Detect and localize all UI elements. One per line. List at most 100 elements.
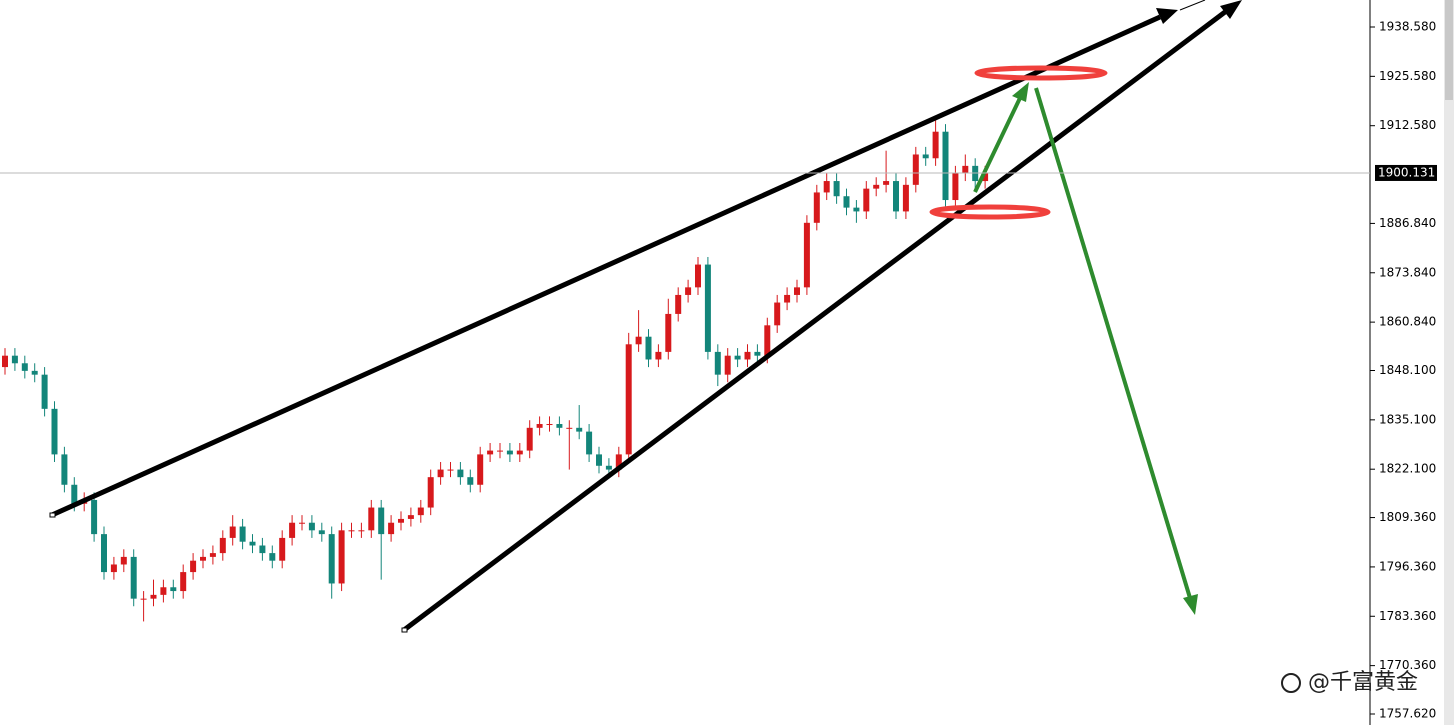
candle-body bbox=[101, 534, 107, 573]
candle-body bbox=[734, 355, 741, 360]
candle-body bbox=[41, 374, 48, 409]
candle-body bbox=[912, 154, 919, 185]
candle-body bbox=[160, 587, 167, 595]
candle-body bbox=[447, 469, 454, 471]
candle-body bbox=[516, 450, 523, 455]
arrow-head bbox=[1156, 8, 1178, 24]
last-price-label: 1900.131 bbox=[1378, 165, 1435, 179]
candle-body bbox=[61, 454, 68, 485]
y-tick-label: 1886.840 bbox=[1379, 216, 1436, 230]
candle-body bbox=[338, 530, 345, 584]
upper-trend-line bbox=[50, 14, 1162, 518]
candle-body bbox=[813, 192, 820, 223]
candle-body bbox=[457, 469, 464, 478]
candle-body bbox=[932, 131, 939, 159]
candle-body bbox=[31, 370, 38, 375]
candle-body bbox=[2, 355, 8, 368]
candle-body bbox=[853, 207, 860, 212]
y-tick-label: 1822.100 bbox=[1379, 462, 1436, 476]
candle-body bbox=[536, 424, 543, 428]
highlight-ellipse bbox=[974, 65, 1108, 81]
candle-body bbox=[358, 530, 365, 532]
scrollbar-thumb bbox=[1445, 0, 1453, 100]
candle-body bbox=[467, 477, 474, 485]
y-tick-label: 1912.580 bbox=[1379, 118, 1436, 132]
candle-body bbox=[140, 598, 147, 600]
watermark-icon bbox=[1281, 673, 1301, 693]
candle-body bbox=[843, 196, 850, 208]
candle-body bbox=[863, 188, 870, 212]
candle-body bbox=[873, 184, 880, 189]
candle-body bbox=[308, 522, 315, 531]
y-tick-label: 1783.360 bbox=[1379, 609, 1436, 623]
candle-body bbox=[209, 553, 216, 557]
candle-body bbox=[764, 325, 771, 356]
candle-body bbox=[11, 355, 18, 364]
last-price-box bbox=[1375, 164, 1437, 181]
candle-body bbox=[596, 454, 602, 466]
arrow-head bbox=[1220, 0, 1242, 19]
candle-body bbox=[269, 553, 276, 561]
candle-body bbox=[279, 537, 286, 561]
candle-body bbox=[625, 344, 632, 455]
candle-body bbox=[427, 477, 434, 508]
candle-body bbox=[754, 351, 761, 356]
candle-body bbox=[635, 336, 642, 345]
candle-body bbox=[774, 302, 781, 326]
y-tick-label: 1938.580 bbox=[1379, 19, 1436, 33]
candle-body bbox=[388, 522, 395, 535]
candle-body bbox=[318, 530, 325, 535]
candle-body bbox=[180, 572, 187, 592]
candle-body bbox=[744, 351, 751, 360]
candle-body bbox=[487, 450, 494, 455]
candle-body bbox=[902, 184, 909, 212]
lower-trend-line bbox=[402, 10, 1227, 632]
up-arrow bbox=[973, 97, 1022, 193]
candle-body bbox=[833, 181, 840, 197]
candle-body bbox=[249, 541, 256, 546]
candle-body bbox=[952, 173, 959, 201]
watermark: @千富黄金 bbox=[1308, 670, 1418, 695]
candle-body bbox=[982, 173, 989, 182]
candle-body bbox=[417, 507, 424, 516]
candle-body bbox=[655, 351, 662, 360]
candle-body bbox=[200, 556, 206, 561]
candle-body bbox=[477, 454, 484, 485]
candle-body bbox=[714, 351, 721, 375]
candle-body bbox=[546, 424, 553, 426]
candle-body bbox=[645, 336, 652, 360]
candle-body bbox=[576, 427, 583, 432]
candle-body bbox=[556, 424, 563, 428]
candle-body bbox=[328, 534, 335, 584]
y-tick-label: 1835.100 bbox=[1379, 412, 1436, 426]
candle-body bbox=[170, 587, 177, 592]
candle-body bbox=[586, 431, 593, 455]
candle-body bbox=[685, 287, 692, 295]
candle-body bbox=[378, 507, 385, 535]
candle-body bbox=[823, 181, 830, 193]
candle-body bbox=[120, 556, 127, 565]
anchor-point bbox=[401, 627, 408, 633]
candle-body bbox=[229, 526, 236, 538]
candle-body bbox=[130, 556, 137, 599]
candle-body bbox=[299, 522, 305, 524]
candle-body bbox=[526, 427, 533, 451]
candles bbox=[2, 120, 989, 622]
candle-body bbox=[348, 530, 355, 532]
candle-body bbox=[962, 165, 969, 174]
candle-body bbox=[566, 427, 573, 429]
candle-body bbox=[704, 264, 711, 352]
candle-body bbox=[794, 287, 800, 295]
y-tick-label: 1796.360 bbox=[1379, 559, 1436, 573]
candle-body bbox=[675, 294, 682, 314]
y-tick-label: 1770.360 bbox=[1379, 658, 1436, 672]
arrow-head bbox=[1183, 594, 1198, 615]
candle-body bbox=[803, 222, 810, 288]
y-tick-label: 1757.620 bbox=[1379, 706, 1436, 720]
candle-body bbox=[190, 560, 197, 573]
candle-body bbox=[615, 454, 622, 470]
y-tick-label: 1873.840 bbox=[1379, 265, 1436, 279]
candle-body bbox=[71, 484, 78, 504]
anchor-point bbox=[49, 512, 56, 518]
